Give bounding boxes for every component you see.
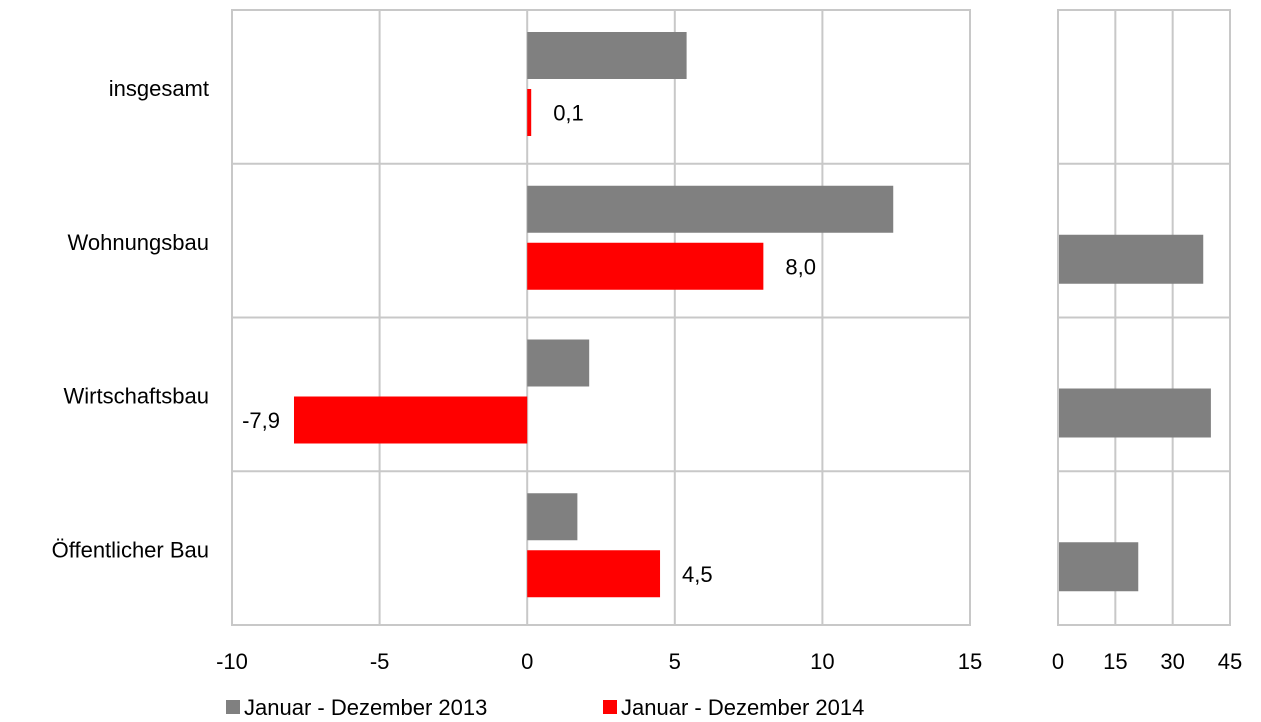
side-x-tick-0: 0: [1052, 649, 1064, 674]
data-label-2014-offentlicher-bau: 4,5: [682, 562, 713, 587]
side-x-tick-2: 30: [1160, 649, 1184, 674]
category-labels: insgesamt Wohnungsbau Wirtschaftsbau Öffent…: [52, 76, 209, 562]
main-x-tick-4: 10: [810, 649, 834, 674]
bar-2014-wohnungsbau: [527, 242, 764, 290]
main-bars: [293, 32, 894, 598]
side-gridlines: [1057, 10, 1231, 625]
main-x-tick-1: -5: [370, 649, 390, 674]
legend-label-2013: Januar - Dezember 2013: [244, 695, 487, 720]
main-x-tick-0: -10: [216, 649, 248, 674]
side-x-tick-3: 45: [1218, 649, 1242, 674]
main-x-tick-labels: -10 -5 0 5 10 15: [216, 649, 982, 674]
data-label-2014-wohnungsbau: 8,0: [785, 254, 816, 279]
bar-2014-offentlicher-bau: [527, 550, 661, 598]
category-label-wirtschaftsbau: Wirtschaftsbau: [64, 384, 210, 409]
legend-swatch-2014: [603, 700, 617, 714]
side-x-tick-1: 15: [1103, 649, 1127, 674]
side-bar-2013-wohnungsbau: [1058, 234, 1204, 284]
category-label-offentlicher-bau: Öffentlicher Bau: [52, 537, 209, 562]
category-label-insgesamt: insgesamt: [109, 76, 209, 101]
category-label-wohnungsbau: Wohnungsbau: [68, 230, 210, 255]
main-frame-rect: [231, 9, 971, 626]
data-labels: 0,1 8,0 -7,9 4,5: [242, 101, 816, 587]
side-frame-rect: [1057, 9, 1231, 626]
bar-2013-wohnungsbau: [527, 185, 894, 233]
bar-2013-offentlicher-bau: [527, 493, 578, 541]
data-label-2014-wirtschaftsbau: -7,9: [242, 408, 280, 433]
main-x-tick-3: 5: [669, 649, 681, 674]
side-bars: [1058, 234, 1211, 592]
legend-swatch-2013: [226, 700, 240, 714]
bar-2013-wirtschaftsbau: [527, 339, 590, 387]
main-x-tick-2: 0: [521, 649, 533, 674]
bar-2013-insgesamt: [527, 32, 687, 79]
bar-2014-insgesamt: [527, 89, 532, 136]
side-bar-2013-offentlicher-bau: [1058, 542, 1139, 592]
bar-2014-wirtschaftsbau: [293, 396, 528, 444]
main-gridlines: [231, 10, 971, 625]
legend-label-2014: Januar - Dezember 2014: [621, 695, 864, 720]
main-x-tick-5: 15: [958, 649, 982, 674]
side-plot-frame: [1057, 9, 1231, 626]
main-plot-frame: [231, 9, 971, 626]
side-bar-2013-wirtschaftsbau: [1058, 388, 1211, 438]
legend: Januar - Dezember 2013 Januar - Dezember …: [226, 695, 864, 720]
data-label-2014-insgesamt: 0,1: [553, 101, 584, 126]
side-x-tick-labels: 0 15 30 45: [1052, 649, 1242, 674]
